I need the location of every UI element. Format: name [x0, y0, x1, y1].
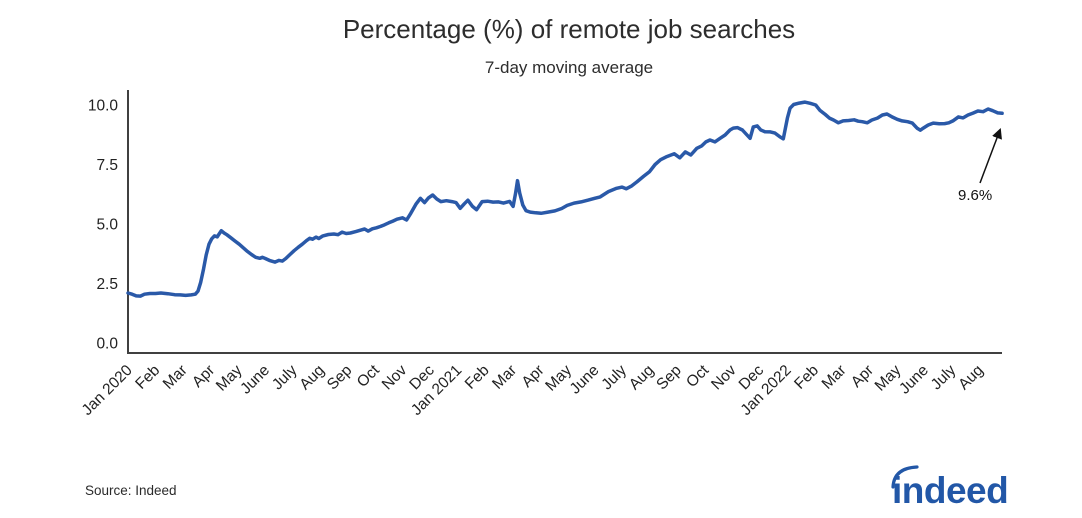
- x-tick-label: Apr: [189, 362, 218, 391]
- source-note: Source: Indeed: [85, 483, 177, 498]
- x-tick-label: Apr: [519, 362, 548, 391]
- x-tick-label: Aug: [955, 362, 987, 394]
- x-tick-label: Feb: [791, 362, 822, 393]
- y-tick-label: 7.5: [96, 157, 118, 174]
- y-tick-label: 0.0: [96, 336, 118, 353]
- x-tick-label: Aug: [626, 362, 658, 394]
- x-tick-label: July: [269, 362, 301, 394]
- axes: [127, 90, 1002, 354]
- x-tick-label: Sep: [653, 362, 685, 394]
- y-tick-label: 5.0: [96, 217, 118, 234]
- x-tick-label: June: [237, 362, 273, 398]
- x-tick-label: Oct: [683, 361, 713, 391]
- x-tick-label: July: [928, 362, 960, 394]
- annotation-label: 9.6%: [958, 187, 992, 204]
- chart-title: Percentage (%) of remote job searches: [342, 14, 796, 44]
- x-tick-label: Feb: [132, 362, 163, 393]
- x-tick-label: June: [896, 362, 932, 398]
- x-tick-label: Nov: [379, 362, 411, 394]
- x-tick-label: Mar: [160, 362, 191, 393]
- y-tick-label: 10.0: [88, 98, 119, 115]
- x-tick-label: June: [567, 362, 603, 398]
- x-tick-label: Mar: [819, 362, 850, 393]
- x-tick-label: Oct: [354, 361, 384, 391]
- x-tick-label: Feb: [462, 362, 493, 393]
- x-tick-label: Sep: [324, 362, 356, 394]
- x-tick-label: Mar: [489, 362, 520, 393]
- annotation-arrow: [979, 128, 1002, 184]
- chart-subtitle: 7-day moving average: [484, 58, 654, 77]
- data-line: [126, 100, 1004, 298]
- y-tick-label: 2.5: [96, 276, 118, 293]
- x-tick-label: Apr: [848, 362, 877, 391]
- logo-swoosh-icon: [891, 465, 919, 489]
- x-tick-label: Jan 2020: [79, 362, 136, 419]
- logo-text: indeed: [892, 470, 1008, 511]
- indeed-logo: indeed: [891, 465, 1009, 511]
- x-tick-label: July: [598, 362, 630, 394]
- x-tick-label: Aug: [296, 362, 328, 394]
- x-tick-label: Nov: [708, 362, 740, 394]
